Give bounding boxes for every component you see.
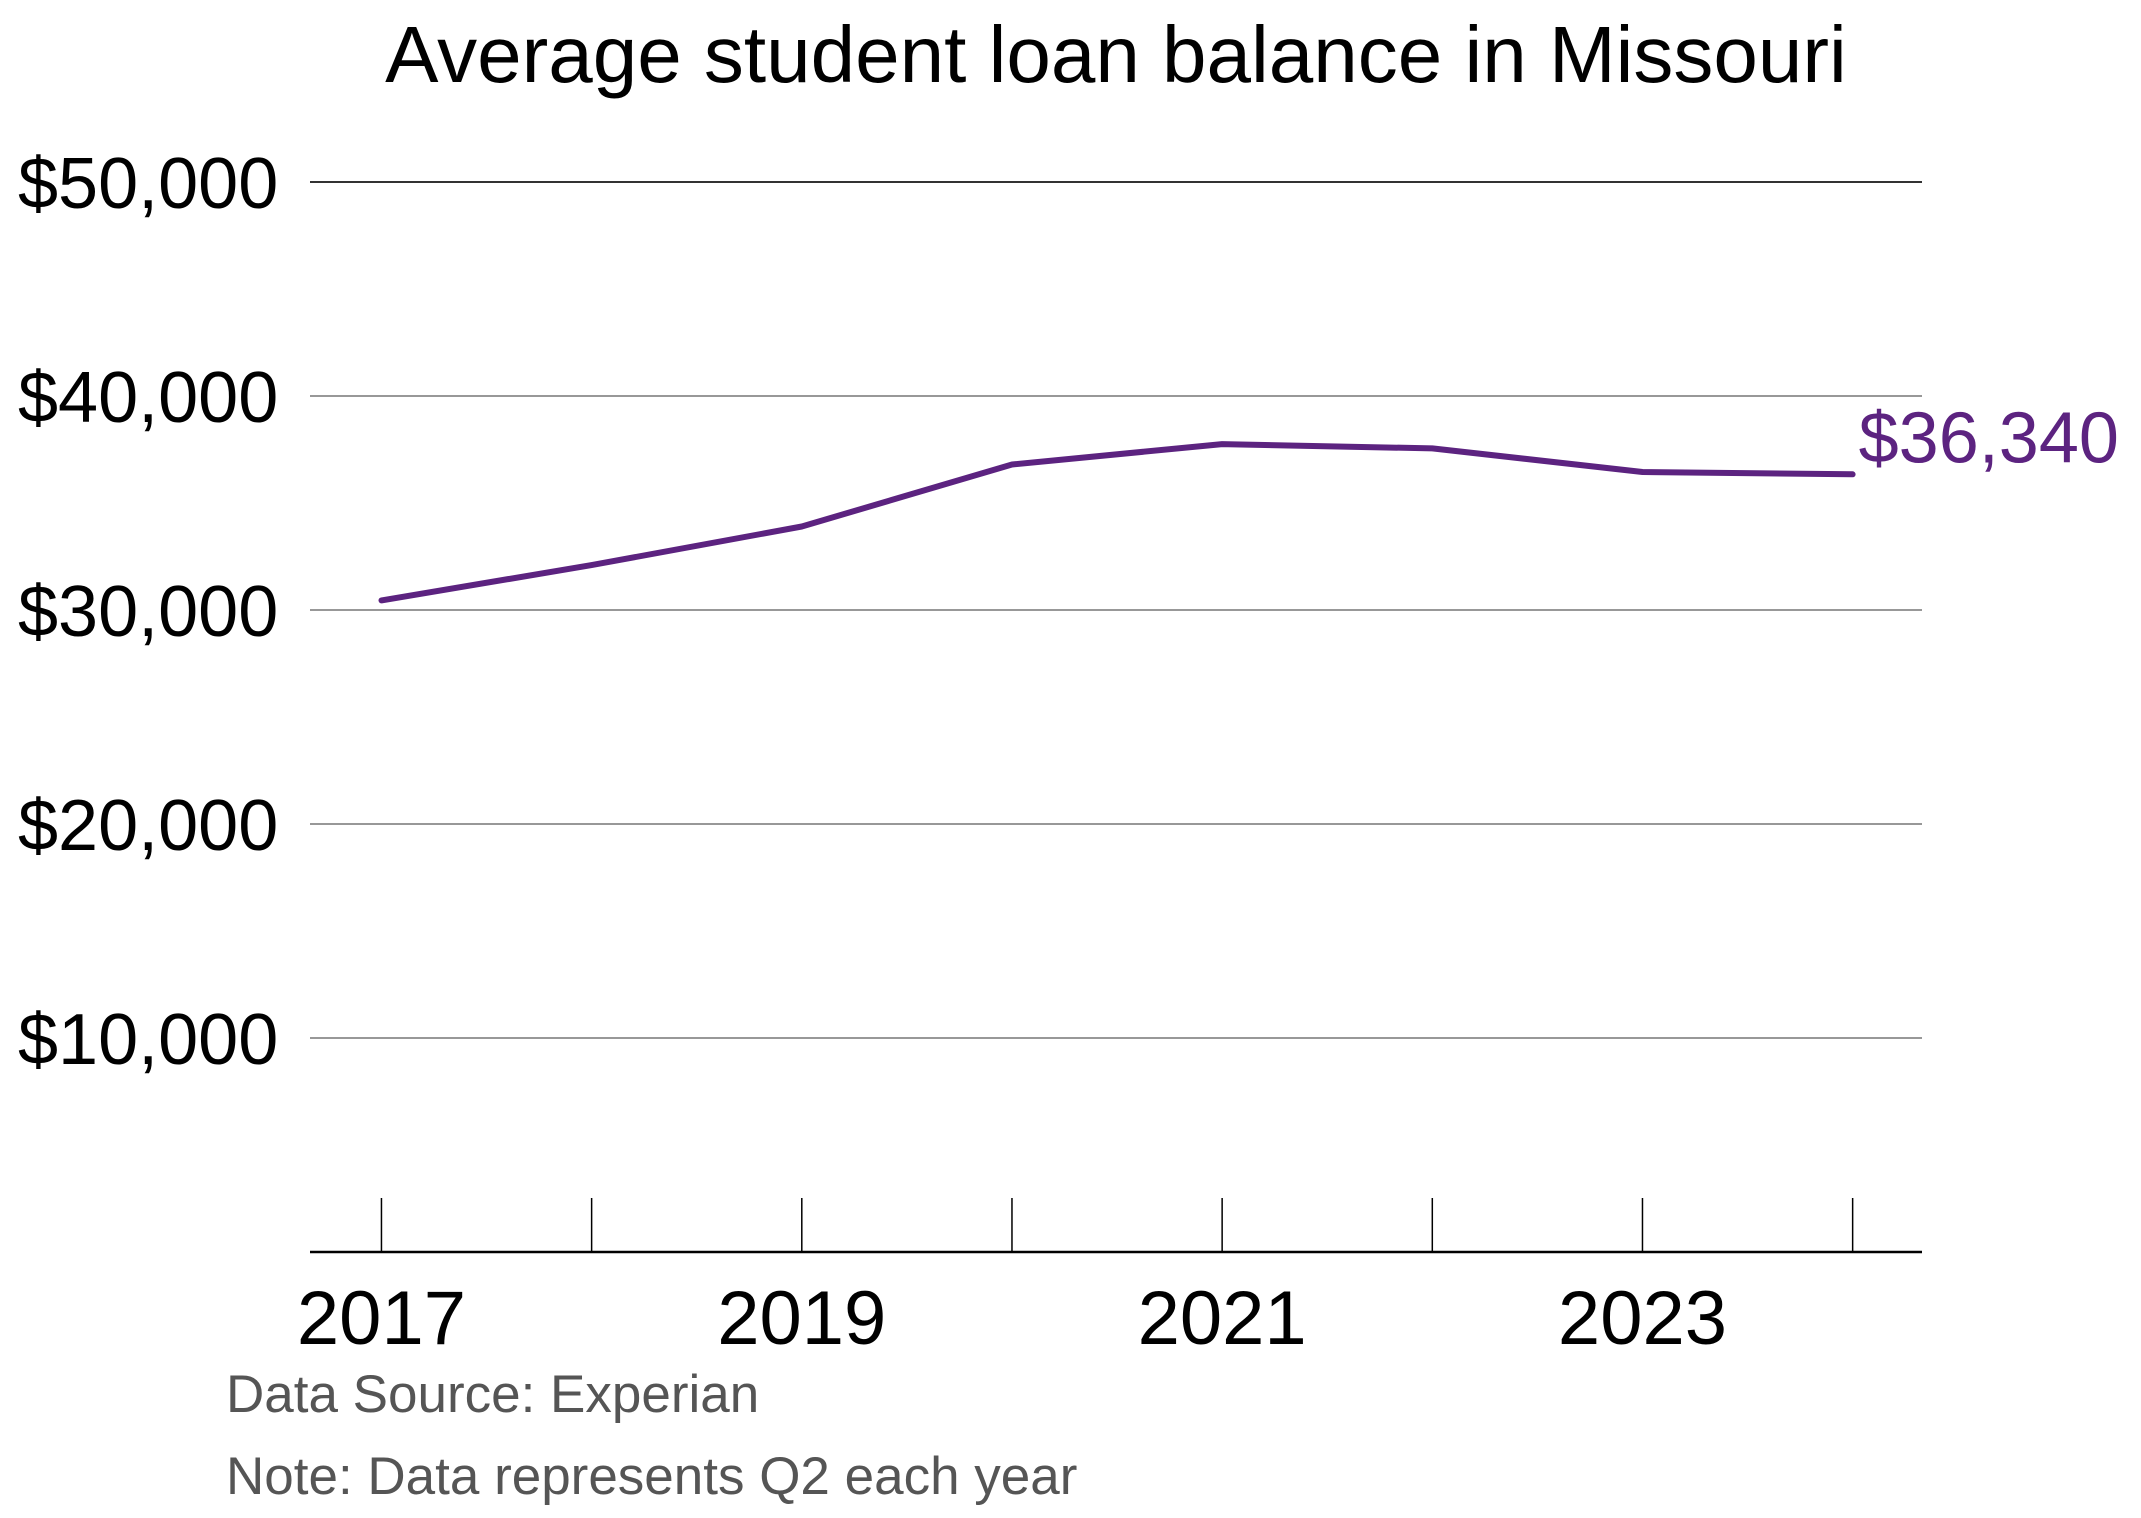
y-tick-label: $30,000 [18,572,278,652]
x-tick-label: 2023 [1558,1276,1727,1361]
x-tick-label: 2017 [297,1276,466,1361]
x-tick-label: 2021 [1138,1276,1307,1361]
x-axis: 2017 2019 2021 2023 [297,1198,1922,1361]
y-tick-label: $20,000 [18,786,278,866]
y-tick-label: $40,000 [18,358,278,438]
data-source-note: Data Source: Experian [226,1365,759,1424]
series-line [378,441,1856,604]
last-value-label: $36,340 [1859,398,2119,478]
chart-title: Average student loan balance in Missouri [385,10,1847,99]
data-note: Note: Data represents Q2 each year [226,1447,1077,1506]
y-tick-label: $50,000 [18,144,278,224]
y-axis-tick-labels: $10,000 $20,000 $30,000 $40,000 $50,000 [18,144,278,1080]
y-tick-label: $10,000 [18,1000,278,1080]
x-tick-label: 2019 [717,1276,886,1361]
gridlines [310,181,1922,1039]
series-lines [378,441,1856,604]
